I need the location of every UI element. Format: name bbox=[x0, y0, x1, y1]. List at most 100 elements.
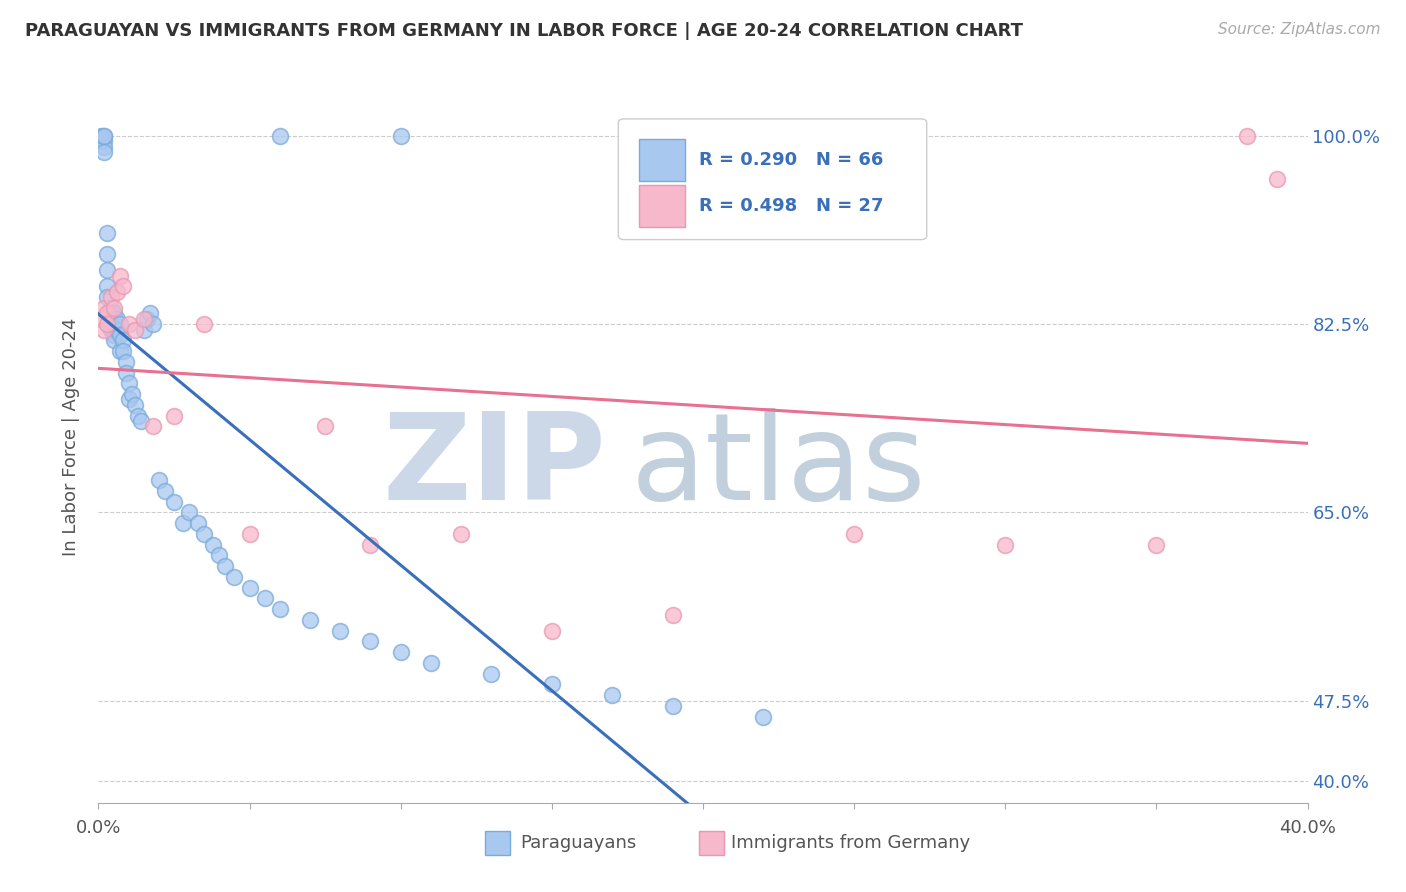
Point bbox=[148, 473, 170, 487]
Point bbox=[540, 677, 562, 691]
Bar bbox=[638, 185, 685, 227]
Point bbox=[93, 134, 115, 148]
Point bbox=[239, 527, 262, 541]
Point bbox=[93, 145, 115, 159]
Point bbox=[142, 317, 165, 331]
Point bbox=[124, 322, 146, 336]
Point bbox=[1144, 538, 1167, 552]
Point bbox=[1267, 172, 1289, 186]
Point bbox=[93, 301, 115, 315]
Point bbox=[93, 139, 115, 153]
Point bbox=[103, 301, 125, 315]
Point bbox=[111, 279, 134, 293]
Point bbox=[93, 128, 115, 143]
Point bbox=[108, 327, 131, 342]
Point bbox=[193, 317, 215, 331]
Point bbox=[118, 376, 141, 391]
Point bbox=[844, 527, 866, 541]
Point bbox=[96, 279, 118, 293]
Text: R = 0.290   N = 66: R = 0.290 N = 66 bbox=[699, 151, 884, 169]
Point bbox=[752, 710, 775, 724]
Text: Paraguayans: Paraguayans bbox=[520, 834, 637, 852]
Point bbox=[132, 311, 155, 326]
Point bbox=[100, 317, 122, 331]
Text: ZIP: ZIP bbox=[382, 408, 606, 524]
Point bbox=[90, 128, 112, 143]
Point bbox=[314, 419, 336, 434]
Y-axis label: In Labor Force | Age 20-24: In Labor Force | Age 20-24 bbox=[62, 318, 80, 557]
Point bbox=[100, 301, 122, 315]
Point bbox=[103, 327, 125, 342]
Point bbox=[661, 607, 683, 622]
Text: Source: ZipAtlas.com: Source: ZipAtlas.com bbox=[1218, 22, 1381, 37]
Point bbox=[214, 559, 236, 574]
Point bbox=[1236, 128, 1258, 143]
Point bbox=[93, 322, 115, 336]
Point bbox=[179, 505, 201, 519]
Point bbox=[153, 483, 176, 498]
Point bbox=[481, 666, 503, 681]
Point bbox=[111, 344, 134, 359]
Point bbox=[124, 398, 146, 412]
Point bbox=[90, 134, 112, 148]
Point bbox=[389, 645, 412, 659]
Point bbox=[121, 387, 143, 401]
Point bbox=[105, 285, 128, 299]
Point bbox=[96, 317, 118, 331]
Point bbox=[135, 311, 157, 326]
FancyBboxPatch shape bbox=[619, 119, 927, 240]
Point bbox=[661, 698, 683, 713]
Point bbox=[142, 419, 165, 434]
Point bbox=[100, 322, 122, 336]
Point bbox=[360, 538, 382, 552]
Point bbox=[360, 634, 382, 648]
Point bbox=[100, 306, 122, 320]
Point bbox=[202, 538, 225, 552]
Point bbox=[108, 344, 131, 359]
Point bbox=[540, 624, 562, 638]
Point bbox=[93, 128, 115, 143]
Point bbox=[269, 128, 291, 143]
Point bbox=[163, 494, 186, 508]
Point bbox=[132, 322, 155, 336]
Point bbox=[224, 570, 246, 584]
Point bbox=[108, 268, 131, 283]
Point bbox=[299, 613, 322, 627]
Text: R = 0.498   N = 27: R = 0.498 N = 27 bbox=[699, 197, 884, 215]
Point bbox=[96, 263, 118, 277]
Point bbox=[420, 656, 443, 670]
Point bbox=[994, 538, 1017, 552]
Point bbox=[96, 306, 118, 320]
Text: PARAGUAYAN VS IMMIGRANTS FROM GERMANY IN LABOR FORCE | AGE 20-24 CORRELATION CHA: PARAGUAYAN VS IMMIGRANTS FROM GERMANY IN… bbox=[25, 22, 1024, 40]
Point bbox=[602, 688, 624, 702]
Point bbox=[118, 392, 141, 407]
Point bbox=[96, 247, 118, 261]
Point bbox=[253, 591, 276, 606]
Point bbox=[103, 333, 125, 347]
Point bbox=[329, 624, 352, 638]
Point bbox=[208, 549, 231, 563]
Point bbox=[105, 322, 128, 336]
Point bbox=[187, 516, 209, 530]
Point bbox=[139, 306, 162, 320]
Point bbox=[90, 311, 112, 326]
Text: Immigrants from Germany: Immigrants from Germany bbox=[731, 834, 970, 852]
Point bbox=[172, 516, 194, 530]
Point bbox=[90, 134, 112, 148]
Point bbox=[193, 527, 215, 541]
Point bbox=[105, 311, 128, 326]
Point bbox=[239, 581, 262, 595]
Point bbox=[114, 366, 136, 380]
Point bbox=[118, 317, 141, 331]
Point bbox=[450, 527, 472, 541]
Point bbox=[389, 128, 412, 143]
Point bbox=[129, 414, 152, 428]
Point bbox=[114, 355, 136, 369]
Point bbox=[163, 409, 186, 423]
Bar bbox=[638, 138, 685, 181]
Point bbox=[111, 333, 134, 347]
Text: atlas: atlas bbox=[630, 408, 927, 524]
Point bbox=[269, 602, 291, 616]
Point bbox=[127, 409, 149, 423]
Point bbox=[96, 290, 118, 304]
